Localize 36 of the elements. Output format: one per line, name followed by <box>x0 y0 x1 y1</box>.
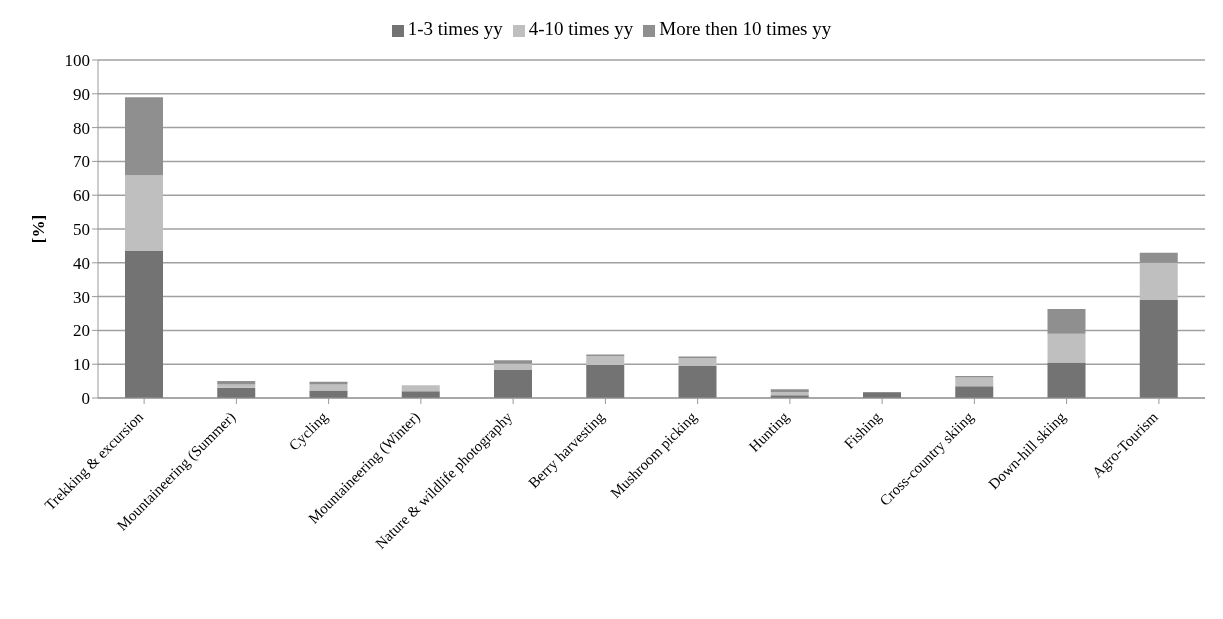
bar <box>1139 299 1178 398</box>
bar <box>1047 362 1086 398</box>
legend-label: 1-3 times yy <box>407 18 503 39</box>
bar <box>586 364 625 398</box>
bar <box>494 363 532 370</box>
bar <box>125 97 163 175</box>
bar <box>955 386 994 398</box>
y-tick-label: 50 <box>73 220 90 240</box>
y-tick-label: 70 <box>73 152 90 172</box>
bar <box>125 174 163 251</box>
bar <box>1139 252 1178 263</box>
y-tick-label: 40 <box>73 253 90 273</box>
legend-label: More then 10 times yy <box>659 18 832 39</box>
y-tick-label: 10 <box>73 355 90 375</box>
bar <box>586 356 625 365</box>
bar <box>770 389 809 392</box>
y-tick-label: 20 <box>73 321 90 341</box>
bar <box>401 385 440 392</box>
legend-label: 4-10 times yy <box>528 18 634 39</box>
y-tick-label: 100 <box>64 51 90 71</box>
bar <box>125 250 163 398</box>
bar <box>494 369 532 398</box>
y-tick-label: 90 <box>73 84 90 104</box>
bar <box>678 358 717 366</box>
y-tick-label: 30 <box>73 287 90 307</box>
bar <box>1047 309 1086 334</box>
y-tick-label: 80 <box>73 118 90 138</box>
y-tick-label: 60 <box>73 186 90 206</box>
y-axis-title: [%] <box>29 214 49 244</box>
y-tick-label: 0 <box>81 389 90 409</box>
bar <box>678 365 717 398</box>
bar <box>494 360 532 364</box>
bar <box>1139 262 1178 300</box>
bar <box>1047 333 1086 363</box>
bar <box>309 384 348 391</box>
bar <box>955 377 994 387</box>
